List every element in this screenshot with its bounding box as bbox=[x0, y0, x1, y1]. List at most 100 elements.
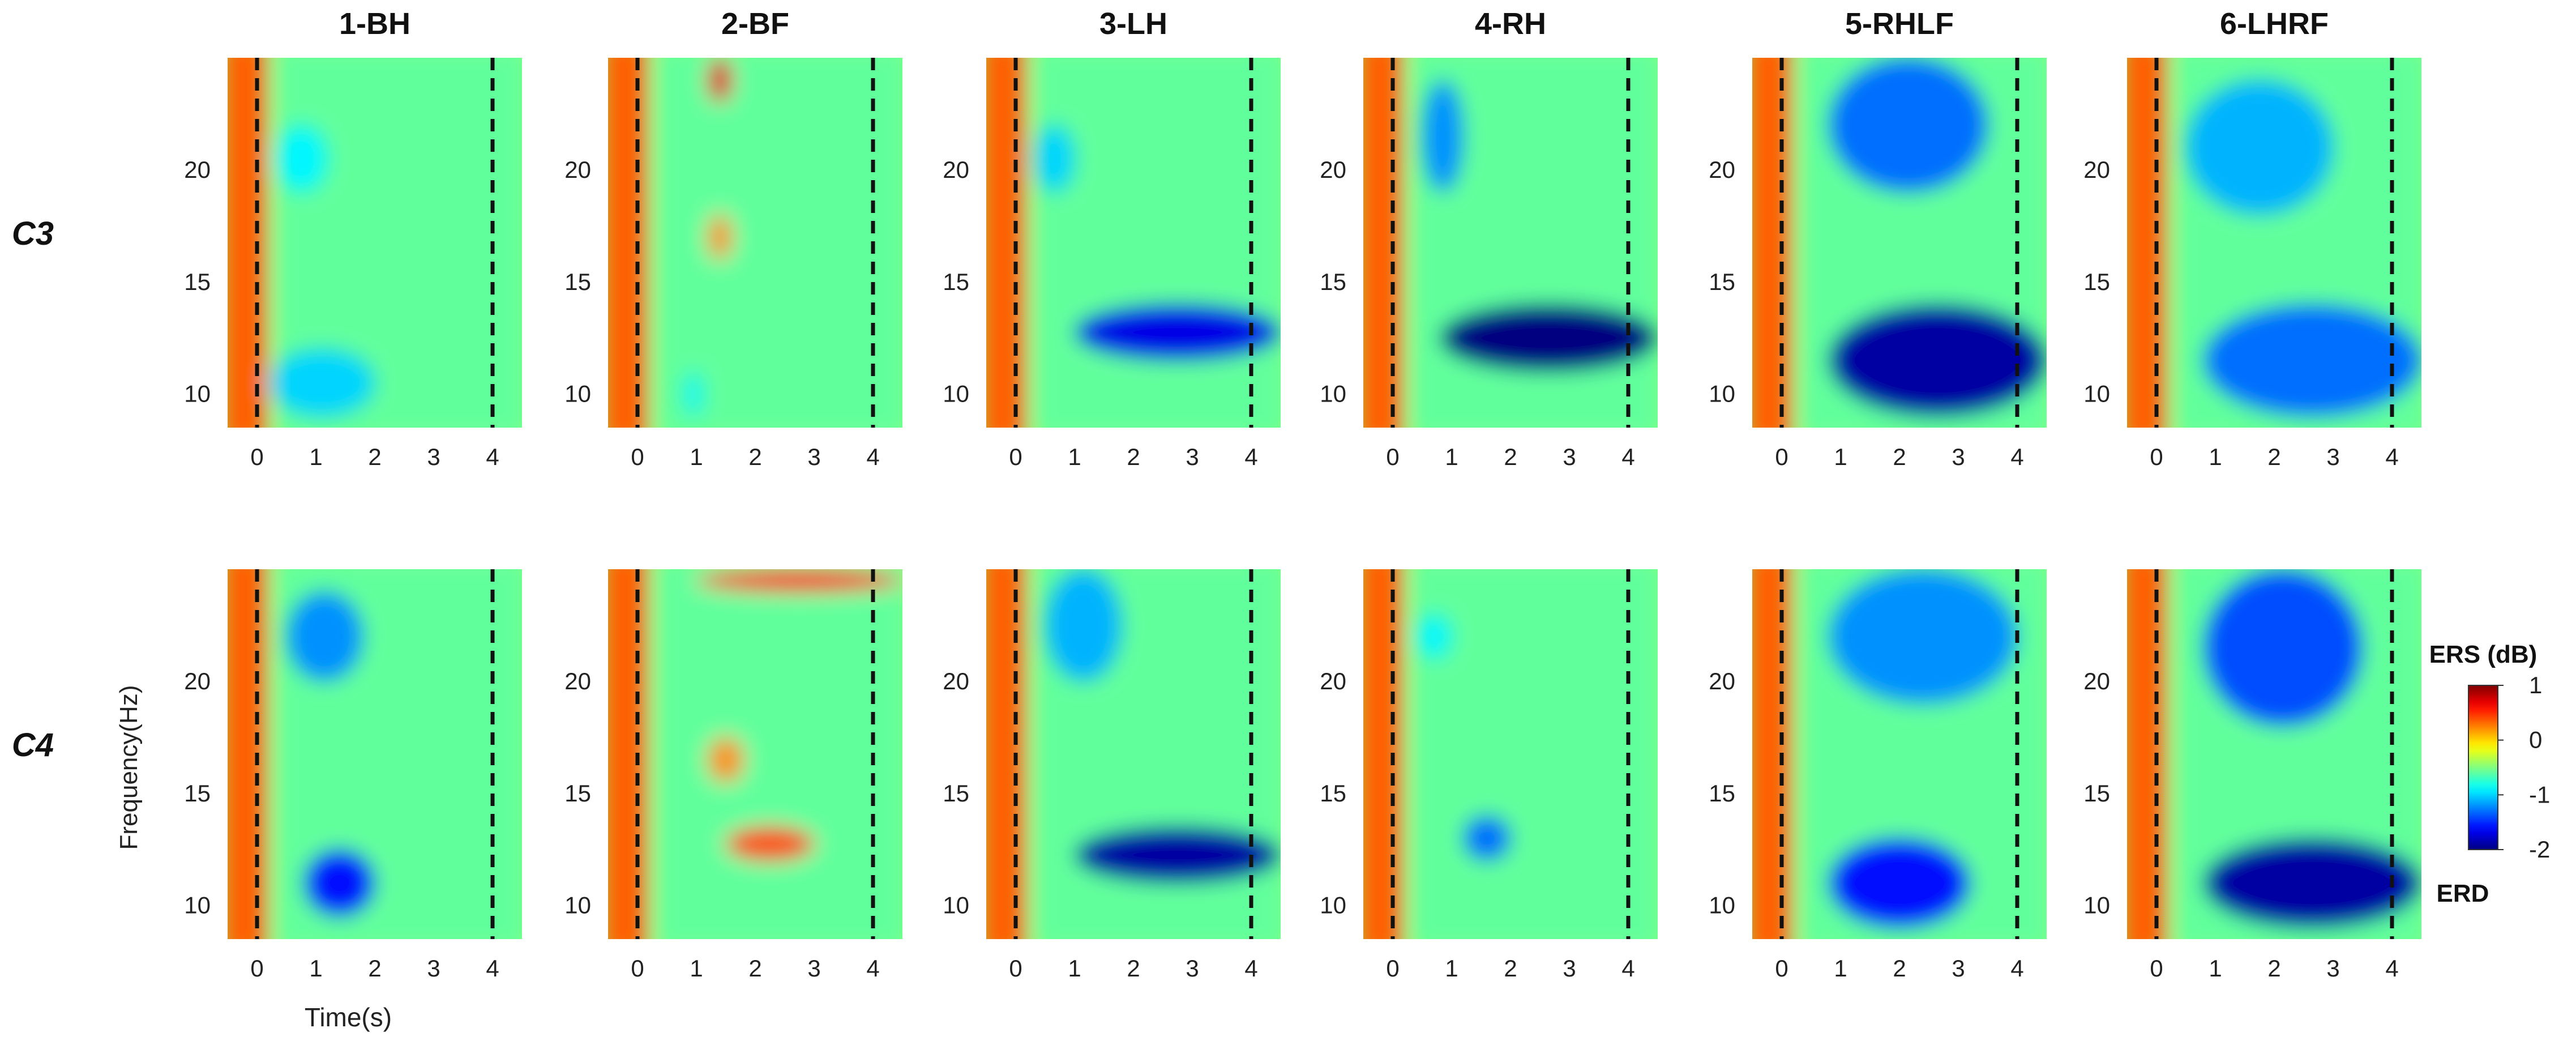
x-tick-label: 0 bbox=[2150, 955, 2163, 982]
x-tick-label: 2 bbox=[368, 443, 381, 470]
x-tick-label: 0 bbox=[631, 443, 644, 470]
x-tick-label: 4 bbox=[2385, 955, 2398, 982]
onset-ers-band bbox=[986, 58, 1025, 428]
column-title: 1-BH bbox=[339, 7, 410, 41]
y-tick-label: 15 bbox=[943, 268, 969, 295]
y-tick-label: 20 bbox=[1320, 668, 1346, 694]
y-tick-label: 20 bbox=[943, 668, 969, 694]
heatmap-panel bbox=[1363, 569, 1658, 939]
x-tick-label: 3 bbox=[1186, 955, 1199, 982]
y-tick-label: 10 bbox=[1709, 892, 1735, 919]
x-tick-label: 3 bbox=[1563, 955, 1576, 982]
x-tick-label: 0 bbox=[1009, 443, 1022, 470]
heatmap-panel bbox=[2127, 58, 2421, 428]
x-tick-label: 2 bbox=[1504, 955, 1517, 982]
heatmap-blob bbox=[1045, 569, 1122, 681]
y-tick-label: 20 bbox=[943, 156, 969, 183]
x-tick-label: 1 bbox=[690, 955, 703, 982]
heatmap-blob bbox=[1829, 838, 1970, 928]
x-tick-label: 1 bbox=[309, 955, 322, 982]
colorbar bbox=[2468, 685, 2498, 850]
onset-ers-band bbox=[1363, 569, 1402, 939]
y-tick-label: 10 bbox=[564, 381, 591, 407]
onset-ers-band bbox=[1752, 58, 1791, 428]
heatmap-blob bbox=[1463, 816, 1510, 861]
heatmap-panel bbox=[1752, 569, 2047, 939]
y-tick-label: 10 bbox=[184, 892, 211, 919]
heatmap-blob bbox=[2186, 80, 2333, 215]
post-onset-wash bbox=[655, 58, 902, 428]
x-tick-label: 3 bbox=[427, 955, 440, 982]
onset-ers-band bbox=[228, 58, 266, 428]
x-tick-label: 1 bbox=[690, 443, 703, 470]
y-tick-label: 15 bbox=[1709, 268, 1735, 295]
x-tick-label: 1 bbox=[2209, 443, 2222, 470]
onset-ers-band bbox=[608, 569, 647, 939]
x-tick-label: 4 bbox=[1621, 443, 1634, 470]
post-onset-wash bbox=[1410, 569, 1658, 939]
x-tick-label: 3 bbox=[1952, 955, 1965, 982]
heatmap-blob bbox=[1416, 614, 1452, 659]
x-tick-label: 0 bbox=[1386, 955, 1399, 982]
heatmap-blob bbox=[304, 849, 375, 917]
column-title: 6-LHRF bbox=[2220, 7, 2329, 41]
heatmap-blob bbox=[1033, 125, 1075, 193]
column-title: 3-LH bbox=[1099, 7, 1167, 41]
heatmap-panel bbox=[228, 569, 522, 939]
x-tick-label: 3 bbox=[1563, 443, 1576, 470]
x-tick-label: 2 bbox=[2267, 955, 2280, 982]
y-tick-label: 15 bbox=[564, 780, 591, 807]
colorbar-title: ERS (dB) bbox=[2429, 641, 2538, 668]
row-label: C3 bbox=[12, 215, 54, 252]
onset-ers-band bbox=[1363, 58, 1402, 428]
heatmap-blob bbox=[1075, 827, 1281, 884]
y-tick-label: 20 bbox=[1320, 156, 1346, 183]
onset-ers-band bbox=[2127, 569, 2166, 939]
colorbar-tick-label: 0 bbox=[2529, 727, 2542, 753]
heatmap-panel bbox=[986, 58, 1281, 428]
y-tick-label: 20 bbox=[184, 668, 211, 694]
y-tick-label: 20 bbox=[1709, 156, 1735, 183]
y-tick-label: 15 bbox=[1320, 268, 1346, 295]
y-tick-label: 10 bbox=[943, 892, 969, 919]
x-tick-label: 3 bbox=[1952, 443, 1965, 470]
x-tick-label: 3 bbox=[807, 443, 820, 470]
heatmap-blob bbox=[708, 58, 732, 103]
x-tick-label: 0 bbox=[1009, 955, 1022, 982]
heatmap-blob bbox=[2203, 838, 2421, 928]
x-tick-label: 4 bbox=[2010, 955, 2023, 982]
x-tick-label: 1 bbox=[1834, 955, 1847, 982]
heatmap-blob bbox=[2203, 569, 2363, 727]
heatmap-panel bbox=[228, 58, 522, 428]
x-tick-label: 1 bbox=[1445, 443, 1458, 470]
row-label: C4 bbox=[12, 727, 54, 764]
post-onset-wash bbox=[1033, 58, 1281, 428]
colorbar-tick-label: -2 bbox=[2529, 836, 2550, 863]
x-tick-label: 1 bbox=[1068, 443, 1081, 470]
x-tick-label: 1 bbox=[309, 443, 322, 470]
x-tick-label: 3 bbox=[1186, 443, 1199, 470]
heatmap-panel bbox=[1752, 58, 2047, 428]
heatmap-blob bbox=[708, 215, 732, 260]
y-tick-label: 15 bbox=[184, 780, 211, 807]
x-tick-label: 0 bbox=[1775, 443, 1788, 470]
heatmap-panel bbox=[608, 58, 902, 428]
y-tick-label: 10 bbox=[1709, 381, 1735, 407]
x-tick-label: 0 bbox=[631, 955, 644, 982]
x-axis-label: Time(s) bbox=[305, 1003, 392, 1032]
post-onset-wash bbox=[655, 569, 902, 939]
heatmap-panel bbox=[986, 569, 1281, 939]
x-tick-label: 0 bbox=[250, 955, 263, 982]
heatmap-blob bbox=[696, 569, 902, 592]
y-tick-label: 20 bbox=[2083, 156, 2110, 183]
x-tick-label: 0 bbox=[2150, 443, 2163, 470]
x-tick-label: 2 bbox=[368, 955, 381, 982]
colorbar-tick-label: -1 bbox=[2529, 781, 2550, 808]
y-tick-label: 10 bbox=[1320, 892, 1346, 919]
column-title: 5-RHLF bbox=[1845, 7, 1954, 41]
x-tick-label: 3 bbox=[2326, 443, 2339, 470]
heatmap-blob bbox=[1829, 58, 1988, 193]
colorbar-bottom-label: ERD bbox=[2437, 880, 2489, 907]
column-title: 4-RH bbox=[1475, 7, 1546, 41]
